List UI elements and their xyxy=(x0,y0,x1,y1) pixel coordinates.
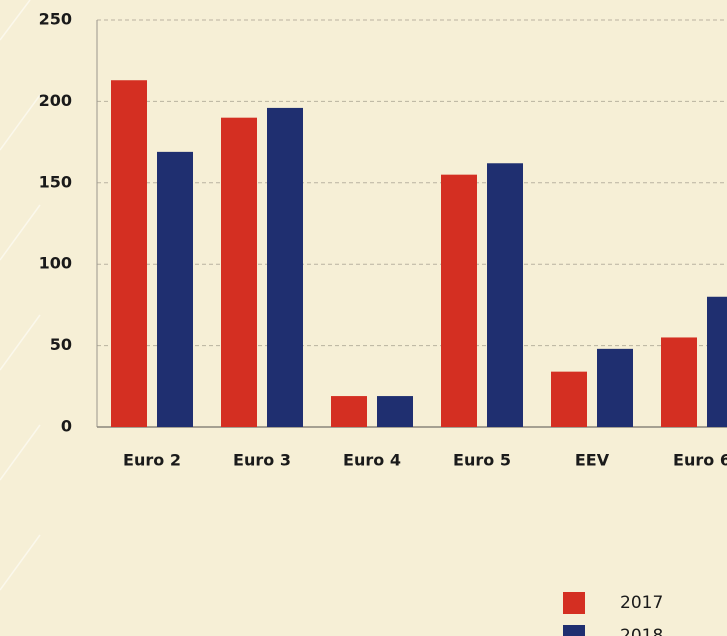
legend-label: 2018 xyxy=(620,626,663,636)
x-tick-label: Euro 3 xyxy=(233,451,291,470)
background-pattern xyxy=(0,0,41,591)
bar xyxy=(707,296,727,427)
x-tick-label: EEV xyxy=(575,451,610,470)
bar xyxy=(441,174,477,427)
y-tick-label: 200 xyxy=(39,91,72,110)
y-tick-label: 250 xyxy=(39,10,72,29)
bar xyxy=(221,117,257,428)
legend-swatch xyxy=(563,592,585,614)
y-tick-label: 50 xyxy=(50,335,72,354)
x-tick-label: Euro 6 xyxy=(673,451,727,470)
y-tick-label: 100 xyxy=(39,254,72,273)
bar xyxy=(331,396,367,427)
y-tick-label: 0 xyxy=(61,417,72,436)
bar xyxy=(661,337,697,427)
bar xyxy=(597,348,633,427)
x-tick-label: Euro 2 xyxy=(123,451,181,470)
x-tick-label: Euro 5 xyxy=(453,451,511,470)
bar xyxy=(551,371,587,427)
legend-swatch xyxy=(563,625,585,636)
bar xyxy=(267,107,303,428)
bar xyxy=(157,151,193,428)
x-tick-label: Euro 4 xyxy=(343,451,401,470)
bar xyxy=(111,80,147,428)
legend-label: 2017 xyxy=(620,593,663,613)
bar xyxy=(377,396,413,427)
bar xyxy=(487,163,523,427)
y-tick-label: 150 xyxy=(39,172,72,191)
